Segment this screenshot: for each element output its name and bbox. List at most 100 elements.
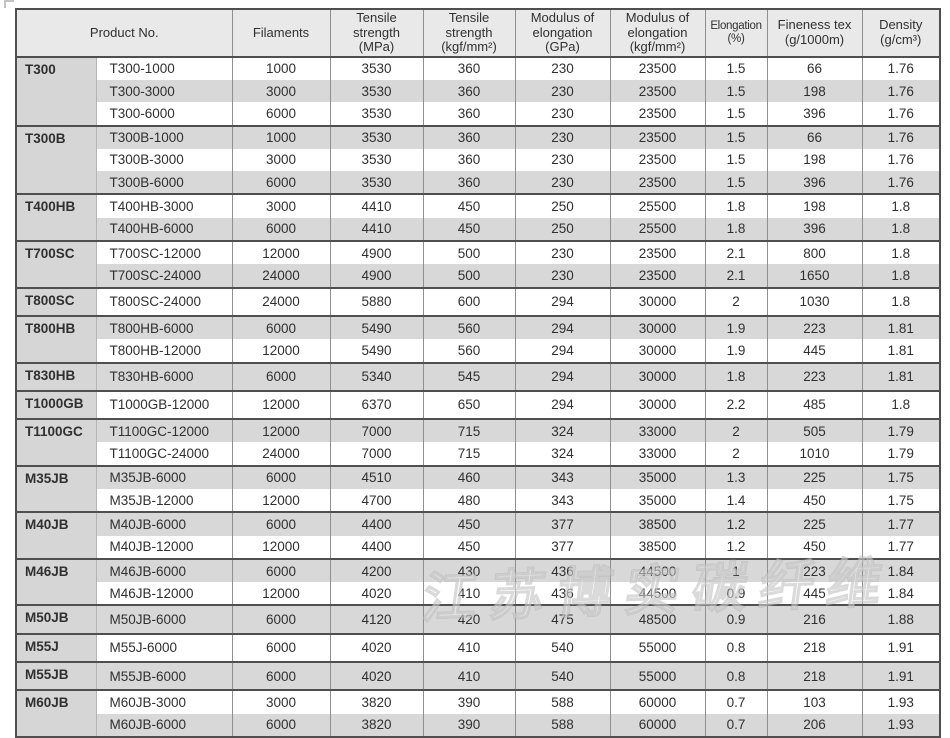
cell-tensile-strength-kgf: 460 xyxy=(422,464,515,489)
cell-filaments: 3000 xyxy=(231,193,330,218)
table-row: T1100GC-24000 24000 7000 715 324 33000 2 1010 1.… xyxy=(16,442,940,466)
cell-tensile-strength-kgf: 360 xyxy=(422,55,515,80)
cell-filaments: 3000 xyxy=(231,689,330,714)
group-label: T800HB xyxy=(16,314,97,363)
table-row: T400HB T400HB-3000 3000 4410 450 250 25500 1.8 1… xyxy=(16,193,940,242)
cell-modulus-elongation-kgf: 30000 xyxy=(609,314,705,340)
cell-density: 1.81 xyxy=(861,339,940,363)
cell-filaments: 6000 xyxy=(231,464,330,489)
cell-filaments: 6000 xyxy=(231,171,330,195)
cell-tensile-strength-kgf: 450 xyxy=(422,217,515,242)
cell-filaments: 12000 xyxy=(231,240,330,265)
cell-modulus-elongation-kgf: 30000 xyxy=(609,389,705,420)
cell-tensile-strength-mpa: 4020 xyxy=(329,661,423,691)
cell-elongation-pct: 1.8 xyxy=(704,193,767,218)
product-no-cell: M35JB-12000 xyxy=(95,488,232,513)
cell-modulus-elongation-gpa: 540 xyxy=(514,632,610,663)
cell-filaments: 12000 xyxy=(231,389,330,420)
cell-fineness-tex: 396 xyxy=(766,217,862,242)
cell-elongation-pct: 0.7 xyxy=(704,713,767,737)
cell-tensile-strength-kgf: 450 xyxy=(422,193,515,218)
product-no-cell: M35JB-6000 xyxy=(95,464,232,489)
cell-fineness-tex: 800 xyxy=(766,240,862,265)
table-body: T300 T300-1000 1000 3530 360 230 23500 1.5 66 1.7… xyxy=(16,55,940,737)
group-label: T300 xyxy=(16,55,97,126)
cell-modulus-elongation-kgf: 25500 xyxy=(609,217,705,242)
cell-tensile-strength-kgf: 715 xyxy=(422,442,515,466)
cell-modulus-elongation-kgf: 44500 xyxy=(609,582,705,606)
cell-elongation-pct: 1.8 xyxy=(704,361,767,391)
cell-tensile-strength-mpa: 4020 xyxy=(329,582,423,606)
cell-modulus-elongation-gpa: 230 xyxy=(514,124,610,149)
cell-modulus-elongation-gpa: 324 xyxy=(514,418,610,443)
cell-modulus-elongation-gpa: 377 xyxy=(514,535,610,559)
group-label: T1000GB xyxy=(16,389,97,420)
product-no-cell: M50JB-6000 xyxy=(95,604,232,634)
cell-modulus-elongation-gpa: 343 xyxy=(514,464,610,489)
group-label: M55JB xyxy=(16,661,97,691)
cell-tensile-strength-mpa: 3530 xyxy=(329,124,423,149)
cell-modulus-elongation-kgf: 30000 xyxy=(609,339,705,363)
table-header: Product No. Filaments Tensile strength (MP… xyxy=(16,9,940,58)
cell-modulus-elongation-kgf: 23500 xyxy=(609,55,705,80)
cell-tensile-strength-kgf: 480 xyxy=(422,488,515,513)
cell-modulus-elongation-gpa: 436 xyxy=(514,557,610,583)
cell-filaments: 12000 xyxy=(231,488,330,513)
page: { "colors": { "header_bg": "#e9e9e9", "s… xyxy=(4,0,941,738)
cell-filaments: 12000 xyxy=(231,582,330,606)
cell-density: 1.81 xyxy=(861,314,940,340)
cell-modulus-elongation-gpa: 540 xyxy=(514,661,610,691)
cell-filaments: 6000 xyxy=(231,661,330,691)
product-no-cell: M40JB-12000 xyxy=(95,535,232,559)
cell-modulus-elongation-kgf: 23500 xyxy=(609,124,705,149)
cell-elongation-pct: 1.5 xyxy=(704,102,767,126)
cell-tensile-strength-kgf: 545 xyxy=(422,361,515,391)
cell-fineness-tex: 505 xyxy=(766,418,862,443)
cell-filaments: 6000 xyxy=(231,632,330,663)
cell-tensile-strength-mpa: 4410 xyxy=(329,217,423,242)
table-row: T800HB-12000 12000 5490 560 294 30000 1.9 445 1.… xyxy=(16,339,940,363)
cell-tensile-strength-mpa: 5490 xyxy=(329,339,423,363)
cell-elongation-pct: 0.9 xyxy=(704,604,767,634)
cell-modulus-elongation-gpa: 475 xyxy=(514,604,610,634)
product-no-cell: T800HB-12000 xyxy=(95,339,232,363)
table-row: M60JB-6000 6000 3820 390 588 60000 0.7 206 1.93 xyxy=(16,713,940,737)
cell-density: 1.8 xyxy=(861,286,940,316)
cell-tensile-strength-mpa: 6370 xyxy=(329,389,423,420)
cell-modulus-elongation-gpa: 294 xyxy=(514,339,610,363)
cell-modulus-elongation-gpa: 588 xyxy=(514,689,610,714)
cell-modulus-elongation-kgf: 60000 xyxy=(609,713,705,737)
cell-fineness-tex: 223 xyxy=(766,361,862,391)
cell-fineness-tex: 396 xyxy=(766,102,862,126)
table-row: T800SC T800SC-24000 24000 5880 600 294 30000 2 1… xyxy=(16,286,940,316)
table-row: M40JB-12000 12000 4400 450 377 38500 1.2 450 1.7… xyxy=(16,535,940,559)
cell-tensile-strength-mpa: 4700 xyxy=(329,488,423,513)
cell-modulus-elongation-kgf: 23500 xyxy=(609,240,705,265)
product-no-cell: T800SC-24000 xyxy=(95,286,232,316)
col-header-filaments: Filaments xyxy=(231,9,330,58)
cell-tensile-strength-mpa: 3530 xyxy=(329,148,423,172)
cell-fineness-tex: 1010 xyxy=(766,442,862,466)
cell-modulus-elongation-kgf: 23500 xyxy=(609,171,705,195)
cell-fineness-tex: 1650 xyxy=(766,264,862,288)
cell-tensile-strength-kgf: 650 xyxy=(422,389,515,420)
cell-elongation-pct: 0.8 xyxy=(704,632,767,663)
cell-elongation-pct: 1.5 xyxy=(704,79,767,103)
cell-fineness-tex: 198 xyxy=(766,148,862,172)
cell-density: 1.88 xyxy=(861,604,940,634)
product-no-cell: T1100GC-12000 xyxy=(95,418,232,443)
cell-modulus-elongation-gpa: 230 xyxy=(514,171,610,195)
cell-tensile-strength-mpa: 5340 xyxy=(329,361,423,391)
cell-filaments: 1000 xyxy=(231,124,330,149)
cell-modulus-elongation-kgf: 23500 xyxy=(609,79,705,103)
cell-tensile-strength-kgf: 715 xyxy=(422,418,515,443)
cell-filaments: 24000 xyxy=(231,286,330,316)
cell-filaments: 6000 xyxy=(231,713,330,737)
cell-filaments: 12000 xyxy=(231,339,330,363)
cell-elongation-pct: 1.2 xyxy=(704,511,767,536)
cell-elongation-pct: 1 xyxy=(704,557,767,583)
cell-density: 1.77 xyxy=(861,511,940,536)
cell-filaments: 3000 xyxy=(231,79,330,103)
cell-tensile-strength-mpa: 4510 xyxy=(329,464,423,489)
cell-tensile-strength-kgf: 560 xyxy=(422,339,515,363)
